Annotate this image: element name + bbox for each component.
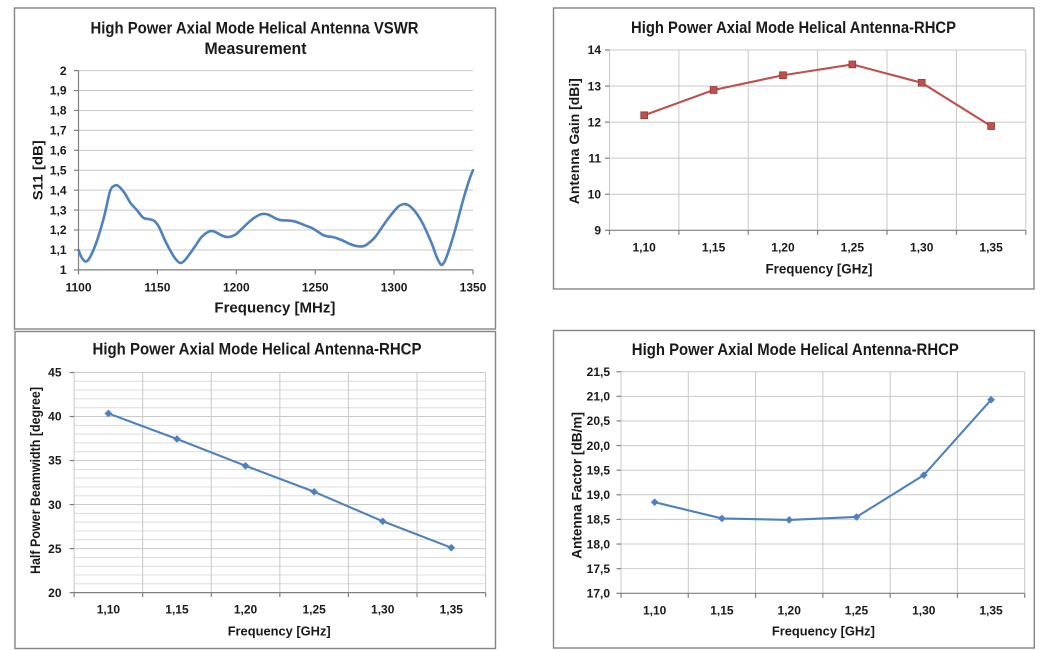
svg-text:Frequency [GHz]: Frequency [GHz] (772, 623, 875, 638)
svg-text:1,15: 1,15 (165, 602, 189, 616)
svg-text:19,0: 19,0 (587, 488, 611, 502)
svg-text:18,5: 18,5 (587, 513, 611, 527)
svg-text:1,25: 1,25 (845, 604, 869, 618)
svg-text:Antenna Factor [dB/m]: Antenna Factor [dB/m] (569, 412, 585, 559)
svg-text:1,20: 1,20 (771, 241, 795, 255)
svg-text:21,0: 21,0 (587, 390, 611, 404)
svg-text:1,30: 1,30 (910, 241, 934, 255)
svg-text:21,5: 21,5 (587, 365, 611, 379)
svg-text:1,10: 1,10 (633, 241, 657, 255)
svg-text:Half Power Beamwidth [degree]: Half Power Beamwidth [degree] (27, 387, 43, 574)
svg-text:1,30: 1,30 (371, 602, 395, 616)
svg-text:1,15: 1,15 (702, 241, 726, 255)
svg-text:30: 30 (48, 498, 62, 512)
svg-text:12: 12 (588, 115, 602, 129)
svg-text:High Power Axial Mode Helical: High Power Axial Mode Helical Antenna VS… (91, 19, 419, 38)
svg-text:1,5: 1,5 (50, 163, 67, 177)
svg-text:14: 14 (588, 43, 602, 57)
svg-text:1,35: 1,35 (979, 604, 1003, 618)
svg-text:1,3: 1,3 (50, 203, 67, 217)
svg-text:40: 40 (48, 410, 62, 424)
svg-text:19,5: 19,5 (587, 463, 611, 477)
svg-text:Frequency [GHz]: Frequency [GHz] (766, 262, 873, 277)
svg-text:1350: 1350 (460, 281, 487, 295)
svg-text:1,20: 1,20 (778, 604, 802, 618)
svg-text:20: 20 (48, 586, 62, 600)
svg-text:1,35: 1,35 (979, 241, 1003, 255)
svg-text:1200: 1200 (223, 281, 250, 295)
svg-text:1150: 1150 (144, 281, 170, 295)
svg-text:35: 35 (48, 454, 62, 468)
svg-text:1,15: 1,15 (710, 604, 734, 618)
svg-text:18,0: 18,0 (587, 537, 611, 551)
svg-text:20,5: 20,5 (587, 414, 611, 428)
svg-text:1,1: 1,1 (50, 243, 67, 257)
svg-text:2: 2 (60, 64, 67, 78)
svg-text:1,4: 1,4 (50, 183, 67, 197)
svg-text:1,9: 1,9 (50, 84, 67, 98)
svg-text:High Power Axial Mode Helical: High Power Axial Mode Helical Antenna-RH… (93, 340, 422, 359)
svg-text:1,2: 1,2 (50, 223, 67, 237)
svg-text:13: 13 (588, 79, 602, 93)
svg-text:1,35: 1,35 (440, 602, 464, 616)
svg-text:S11 [dB]: S11 [dB] (29, 140, 45, 200)
svg-text:1,25: 1,25 (302, 602, 326, 616)
svg-text:1100: 1100 (65, 281, 91, 295)
svg-text:10: 10 (588, 187, 602, 201)
svg-text:1: 1 (60, 263, 67, 277)
svg-text:1,6: 1,6 (50, 144, 67, 158)
svg-text:1,7: 1,7 (50, 124, 67, 138)
svg-text:High Power Axial Mode Helical: High Power Axial Mode Helical Antenna-RH… (632, 340, 959, 359)
svg-text:1,10: 1,10 (643, 604, 667, 618)
svg-text:1250: 1250 (302, 281, 329, 295)
svg-text:1,10: 1,10 (97, 602, 121, 616)
svg-text:17,5: 17,5 (587, 562, 611, 576)
svg-text:Frequency [MHz]: Frequency [MHz] (214, 299, 335, 316)
svg-text:1,30: 1,30 (912, 604, 936, 618)
svg-text:20,0: 20,0 (587, 439, 611, 453)
svg-text:25: 25 (48, 542, 62, 556)
svg-text:17,0: 17,0 (587, 587, 611, 601)
svg-text:1,8: 1,8 (50, 104, 67, 118)
svg-text:Measurement: Measurement (205, 39, 307, 58)
svg-text:45: 45 (48, 366, 62, 380)
svg-text:Antenna Gain [dBi]: Antenna Gain [dBi] (566, 78, 582, 204)
svg-text:11: 11 (588, 151, 601, 165)
svg-text:Frequency [GHz]: Frequency [GHz] (228, 623, 331, 638)
svg-text:1,25: 1,25 (841, 241, 865, 255)
svg-text:1,20: 1,20 (234, 602, 258, 616)
svg-text:1300: 1300 (381, 281, 408, 295)
svg-text:9: 9 (594, 224, 601, 238)
svg-text:High Power Axial Mode Helical: High Power Axial Mode Helical Antenna-RH… (631, 18, 956, 37)
